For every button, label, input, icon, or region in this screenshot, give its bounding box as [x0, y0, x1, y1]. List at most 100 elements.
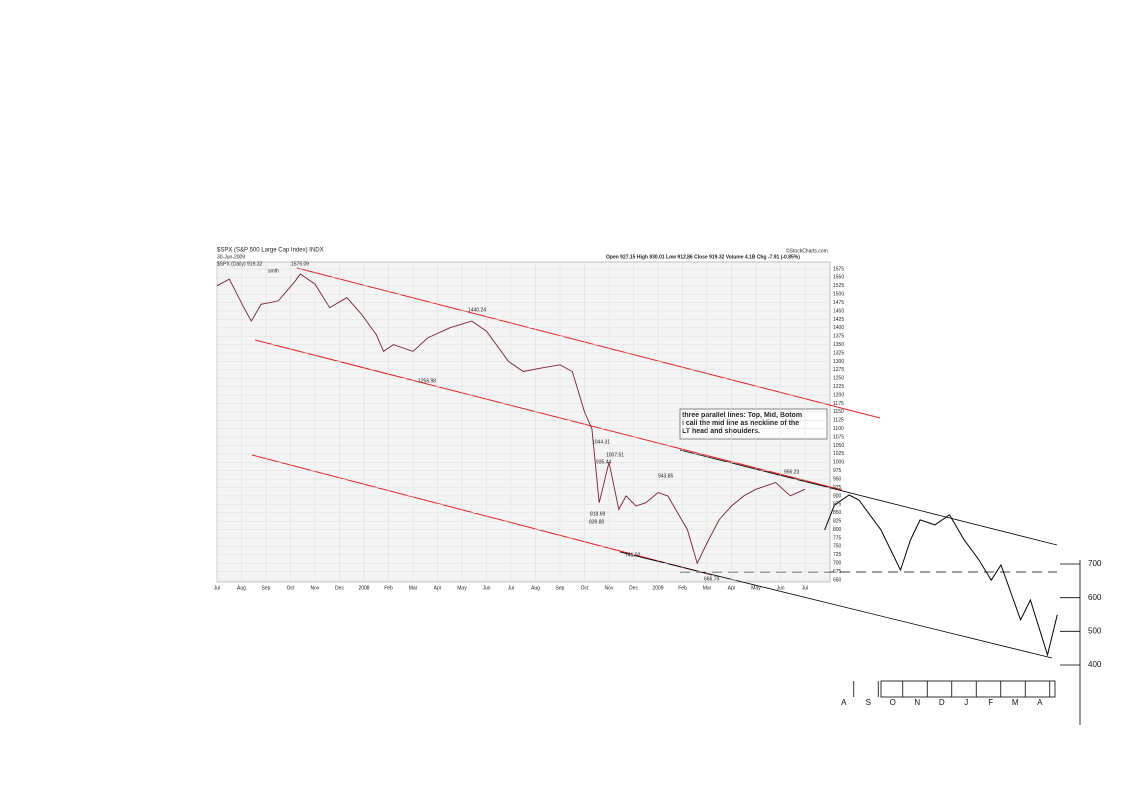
x-tick-label: Apr — [728, 585, 736, 591]
y-tick-label: 1575 — [833, 266, 844, 272]
x-tick-label: Mar — [703, 585, 712, 591]
price-annotation: 1576.09 — [291, 261, 309, 267]
quote: Open 927.15 High 930.01 Low 912.86 Close… — [606, 254, 800, 260]
x-tick-label: Jul — [802, 585, 808, 591]
y-tick-label: 1200 — [833, 392, 844, 398]
y-tick-label: 925 — [833, 485, 842, 491]
x2-tick-label: A — [841, 698, 847, 707]
price-annotation: 1044.31 — [592, 439, 610, 445]
x-tick-label: Jul — [508, 585, 514, 591]
y-tick-label: 950 — [833, 476, 842, 482]
x-tick-label: Oct — [581, 585, 589, 591]
y2-tick-label: 700 — [1088, 559, 1102, 568]
y-tick-label: 1500 — [833, 292, 844, 298]
x2-tick-label: F — [988, 698, 993, 707]
y-tick-label: 1450 — [833, 308, 844, 314]
x2-tick-label: J — [964, 698, 968, 707]
x-tick-label: May — [457, 585, 467, 591]
x-tick-label: Feb — [678, 585, 687, 591]
y-tick-label: 700 — [833, 561, 842, 567]
top-line — [296, 267, 881, 419]
x-tick-label: Sep — [556, 585, 565, 591]
price-annotation: 956.23 — [784, 469, 800, 475]
x-tick-label: Aug — [531, 585, 540, 591]
price-annotation: 839.80 — [589, 519, 605, 525]
y2-tick-label: 500 — [1088, 626, 1102, 635]
y2-tick-label: 600 — [1088, 593, 1102, 602]
price-annotation: 1440.24 — [468, 307, 486, 313]
y-tick-label: 1075 — [833, 434, 844, 440]
y-tick-label: 1350 — [833, 342, 844, 348]
y-tick-label: 1000 — [833, 460, 844, 466]
y-tick-label: 1100 — [833, 426, 844, 432]
y-tick-label: 1475 — [833, 300, 844, 306]
y-tick-label: 675 — [833, 569, 842, 575]
x-tick-label: Dec — [629, 585, 638, 591]
y-tick-label: 875 — [833, 502, 842, 508]
x2-tick-label: S — [866, 698, 871, 707]
x-tick-label: Apr — [434, 585, 442, 591]
price-annotation: 1256.98 — [418, 378, 436, 384]
y-tick-label: 1325 — [833, 350, 844, 356]
x2-tick-label: N — [914, 698, 920, 707]
x-tick-label: Jun — [482, 585, 490, 591]
y-tick-label: 1550 — [833, 275, 844, 281]
price-annotation: 666.79 — [704, 576, 720, 582]
y-tick-label: 1525 — [833, 283, 844, 289]
y-tick-label: 1375 — [833, 334, 844, 340]
y-tick-label: 975 — [833, 468, 842, 474]
x-tick-label: Aug — [237, 585, 246, 591]
x-tick-label: Oct — [287, 585, 295, 591]
y-tick-label: 750 — [833, 544, 842, 550]
x-tick-label: Nov — [311, 585, 320, 591]
note-box — [679, 408, 828, 440]
y-tick-label: 1175 — [833, 401, 844, 407]
y-tick-label: 825 — [833, 518, 842, 524]
x2-tick-label: M — [1012, 698, 1019, 707]
credit: ©StockCharts.com — [786, 247, 828, 254]
price-annotation: smth — [268, 268, 279, 274]
bottom-line-ext — [619, 551, 1053, 659]
y-tick-label: 1050 — [833, 443, 844, 449]
y-tick-label: 1250 — [833, 376, 844, 382]
x2-box — [880, 680, 1056, 698]
x-tick-label: May — [751, 585, 761, 591]
legend-label: $SPX (Daily) 919.32 — [217, 261, 263, 267]
x-tick-label: Jul — [214, 585, 220, 591]
y-tick-label: 650 — [833, 577, 842, 583]
price-annotation: 1007.51 — [606, 452, 624, 458]
x2-tick-label: A — [1037, 698, 1043, 707]
note: three parallel lines: Top, Mid, Botom i c… — [682, 412, 802, 435]
y-tick-label: 1425 — [833, 317, 844, 323]
y-tick-label: 1275 — [833, 367, 844, 373]
price-annotation: 935.44 — [596, 459, 612, 465]
x-tick-label: Jun — [776, 585, 784, 591]
y-tick-label: 900 — [833, 493, 842, 499]
x-tick-label: Sep — [262, 585, 271, 591]
x2-tick-label: O — [890, 698, 896, 707]
y2-tick-label: 400 — [1088, 660, 1102, 669]
x-tick-label: Feb — [384, 585, 393, 591]
series-line — [824, 494, 1058, 657]
y-tick-label: 1300 — [833, 359, 844, 365]
x2-tick-label: D — [939, 698, 945, 707]
y-tick-label: 1125 — [833, 418, 844, 424]
y-tick-label: 725 — [833, 552, 842, 558]
x-tick-label: Mar — [409, 585, 418, 591]
price-annotation: 818.69 — [590, 511, 606, 517]
y-tick-label: 1025 — [833, 451, 844, 457]
y-tick-label: 1225 — [833, 384, 844, 390]
x-tick-label: Dec — [335, 585, 344, 591]
price-annotation: 741.02 — [625, 552, 641, 558]
y-tick-label: 775 — [833, 535, 842, 541]
chart-subtitle: 30-Jun-2009 — [217, 254, 245, 260]
mid-line-ext — [679, 449, 1058, 546]
mid-line — [254, 339, 843, 491]
x-tick-label: 2008 — [358, 585, 369, 591]
x-tick-label: Nov — [605, 585, 614, 591]
y-tick-label: 1150 — [833, 409, 844, 415]
chart-title: $SPX (S&P 500 Large Cap Index) INDX — [217, 248, 324, 254]
y-tick-label: 1400 — [833, 325, 844, 331]
